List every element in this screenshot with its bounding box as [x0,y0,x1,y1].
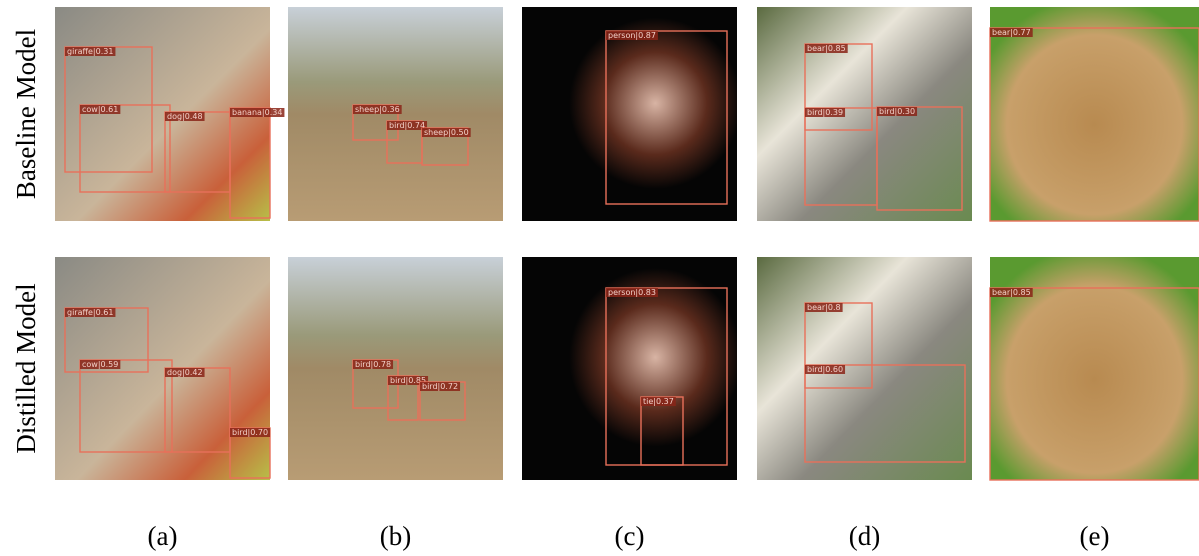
figure: Baseline Model giraffe|0.31 cow|0.61 dog|0.… [0,0,1199,556]
detection-label: tie|0.37 [643,397,674,406]
detection-label: banana|0.34 [232,108,282,117]
detection-label: sheep|0.50 [424,128,469,137]
column-label: (a) [148,521,178,551]
detection-label: bird|0.39 [807,108,843,117]
detection-label: bear|0.85 [992,288,1031,297]
photo [288,257,503,480]
detection-label: bear|0.8 [807,303,841,312]
detection-label: sheep|0.36 [355,105,400,114]
photo [757,7,972,221]
detection-label: bear|0.85 [807,44,846,53]
photo [990,7,1199,221]
detection-label: bird|0.30 [879,107,915,116]
column-label: (e) [1080,521,1110,551]
column-label: (d) [849,521,880,551]
detection-label: bird|0.78 [355,360,391,369]
detection-label: bird|0.60 [807,365,843,374]
row-label: Baseline Model [11,29,41,199]
detection-label: giraffe|0.61 [67,308,113,317]
detection-label: giraffe|0.31 [67,47,113,56]
detection-label: bird|0.72 [422,382,458,391]
column-label: (c) [615,521,645,551]
detection-label: bird|0.74 [389,121,425,130]
detection-label: cow|0.61 [82,105,118,114]
detection-label: dog|0.48 [167,112,203,121]
photo [757,257,972,480]
detection-label: person|0.83 [608,288,656,297]
detection-label: person|0.87 [608,31,656,40]
detection-label: bird|0.70 [232,428,268,437]
detection-label: dog|0.42 [167,368,203,377]
column-label: (b) [380,521,411,551]
detection-label: cow|0.59 [82,360,118,369]
detection-label: bear|0.77 [992,28,1031,37]
row-label: Distilled Model [11,283,41,453]
